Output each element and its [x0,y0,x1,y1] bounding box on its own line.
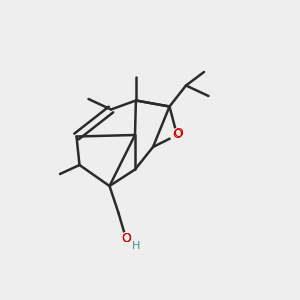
Text: O: O [121,232,131,245]
Text: H: H [132,241,141,251]
Text: O: O [174,127,183,140]
Text: O: O [121,232,131,245]
Text: O: O [172,128,182,142]
